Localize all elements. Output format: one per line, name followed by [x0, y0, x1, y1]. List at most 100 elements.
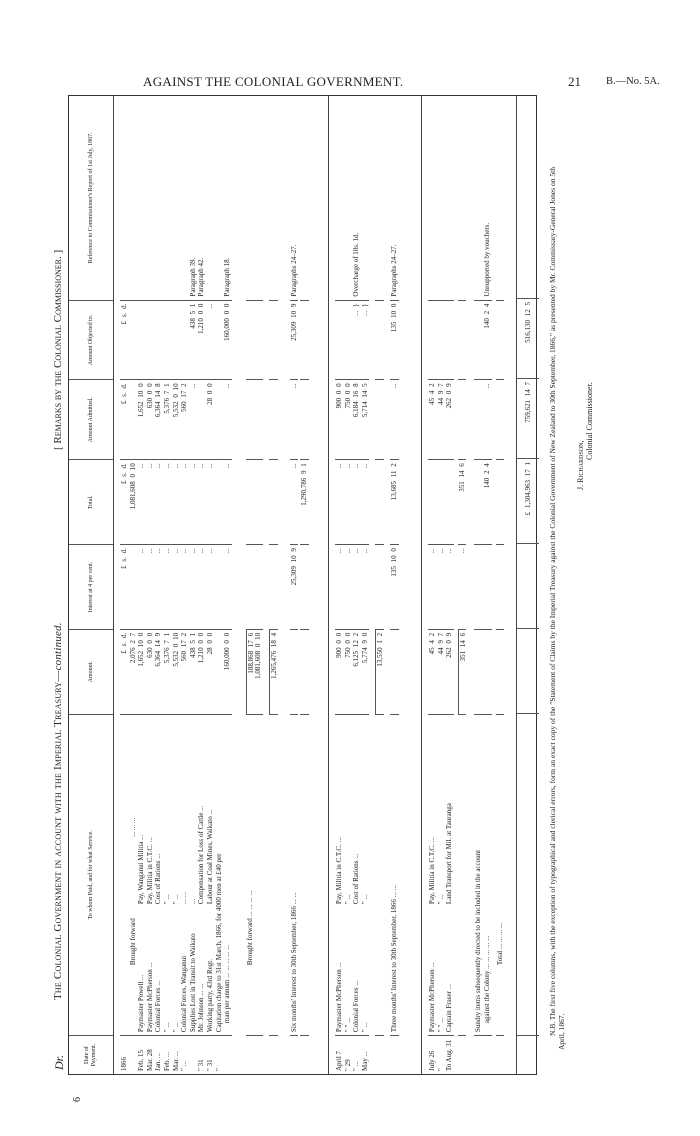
cell-admitted: 44 9 7	[436, 380, 446, 461]
cell-objected	[137, 300, 146, 381]
cell-total: 351 14 6	[457, 460, 467, 546]
cell-reference: Unsupported by vouchers.	[482, 96, 492, 301]
cell-total: ...	[180, 460, 189, 546]
table-row: Jan. ... Colonial Forces ... Cost of Ratio…	[154, 96, 163, 1074]
cell-admitted	[197, 380, 206, 461]
cell-amount: 1,265,476 18 4	[268, 629, 278, 715]
cell-date: " 29	[343, 1059, 352, 1071]
payee-text: " ...	[162, 1022, 171, 1033]
cell-amount: 750 0 0	[343, 629, 353, 715]
cell-date	[223, 1036, 232, 1074]
header-date: Date of Payment.	[84, 1043, 97, 1067]
cell-interest: ...	[180, 545, 189, 630]
cell-date: Mar. 28	[145, 1049, 154, 1071]
cell-amount: 45 4 2	[428, 629, 437, 715]
cell-objected: 160,000 0 0	[223, 300, 232, 381]
cell-amount: 160,000 0 0	[223, 629, 232, 715]
payee-text: Total ... ... ... ...	[495, 922, 504, 966]
cell-admitted: 630 0 0	[145, 380, 155, 461]
table-row: 1,265,476 18 4	[268, 96, 278, 1074]
cell-date: Mar. ...	[171, 1050, 180, 1071]
cell-objected	[436, 300, 446, 381]
cell-admitted: ...	[289, 380, 299, 461]
cell-total: ...	[223, 460, 232, 546]
cell-date	[375, 1036, 384, 1074]
cell-date: April 7	[335, 1050, 343, 1071]
table-row: Supplies Lost in Transit to Waikato... 43…	[188, 96, 198, 1074]
table-row: against the Colony ... ... ... ... ... 14…	[482, 96, 492, 1074]
payee-text: Paymaster Powell ...	[137, 974, 146, 1033]
cell-interest: ...	[457, 545, 467, 630]
cell-admitted: 5,376 7 1	[162, 380, 172, 461]
cell-payee: Paymaster McPherson ... Pay, Militia in C…	[335, 714, 344, 1037]
cell-interest	[245, 545, 255, 630]
table-row: Brought forward ... ... ... 2,076 2 7 1,081…	[128, 96, 138, 1074]
cell-total: ...	[154, 460, 163, 546]
cell-reference	[300, 96, 309, 301]
cell-date	[496, 1036, 505, 1074]
header-paid: To whom Paid, and for what Service.	[69, 714, 113, 1037]
cell-total: ...	[205, 460, 215, 546]
cell-payee: Capitation charge to 31st March, 1866, f…	[214, 714, 224, 1037]
cell-total: ...	[188, 460, 198, 546]
cell-admitted: 900 0 0	[335, 380, 344, 461]
payee-text: Brought forward ... ... ... ...	[245, 890, 254, 966]
grand-objected: 516,130 12 5	[517, 299, 539, 379]
cell-objected	[245, 300, 255, 381]
cell-date: " ...	[180, 1061, 189, 1071]
cell-reference	[128, 96, 138, 301]
cell-amount	[214, 629, 224, 715]
payee-text: Paymaster McPherson ...	[335, 962, 343, 1033]
header-reference: Reference to Commissioner's Report of 1s…	[69, 96, 113, 301]
cell-objected	[375, 300, 384, 381]
cell-interest: £ s. d.	[120, 545, 129, 630]
footnote: N.B. The first five columns, with the ex…	[548, 166, 566, 1050]
cell-payee: Colonial Forces ... Cost of Rations ...	[352, 714, 361, 1037]
header-interest: Interest at 4 per cent.	[69, 545, 113, 630]
cell-reference	[154, 96, 163, 301]
cell-objected	[162, 300, 172, 381]
cell-admitted: ...	[223, 380, 232, 461]
header-amount: Amount.	[69, 629, 113, 715]
cell-payee: Brought forward ... ... ...	[128, 714, 138, 1037]
cell-reference	[120, 96, 129, 301]
cell-total: ...	[197, 460, 206, 546]
cell-payee	[254, 714, 263, 1037]
table-row: " 29 " " ..." ... 750 0 0...... 750 0 0	[343, 96, 353, 1074]
payee-text: " ...	[171, 1022, 180, 1033]
cell-amount	[482, 629, 492, 715]
cell-objected	[495, 300, 505, 381]
cell-objected	[171, 300, 181, 381]
cell-admitted: ...	[188, 380, 198, 461]
cell-date: " 31	[205, 1059, 214, 1071]
cell-date: "	[436, 1068, 445, 1071]
cell-payee	[120, 714, 129, 1037]
empty-cell	[517, 714, 539, 1036]
cell-objected: ...	[205, 300, 215, 381]
payee-text: Three months' Interest to 30th September…	[389, 885, 398, 1033]
table-row: Feb. 15 Paymaster Powell ... Pay, Wanganui…	[137, 96, 146, 1074]
table-row: 1,081,608 0 10	[254, 96, 263, 1074]
cell-interest: ...	[145, 545, 155, 630]
cell-total: ...	[162, 460, 172, 546]
cell-amount: 44 9 7	[436, 629, 446, 715]
service-text: ... ... ...	[128, 817, 137, 838]
service-text: Pay, Militia in C.T.C. ...	[428, 837, 436, 905]
cell-payee: Working party, 43rd Regt. Labour at Coal …	[205, 714, 215, 1037]
cell-payee: Sundry items subsequently directed to be…	[474, 714, 483, 1037]
cell-date: " 31	[197, 1059, 206, 1071]
cell-interest: ...	[197, 545, 206, 630]
cell-payee: " ... " ...	[360, 714, 370, 1037]
cell-interest: ...	[428, 545, 437, 630]
cell-admitted: 1,652 10 0	[137, 380, 146, 461]
table-row: man per annum ... ... ... ... ... 160,000…	[223, 96, 232, 1074]
cell-interest: 135 10 0	[389, 545, 399, 630]
cell-total	[495, 460, 505, 546]
table-row: 351 14 6... 351 14 6	[457, 96, 467, 1074]
cell-payee	[268, 714, 278, 1037]
cell-total: ...	[171, 460, 181, 546]
cell-total: ...	[137, 460, 146, 546]
table-row: Mar. ... " ..." ... 5,532 0 10...... 5,532 …	[171, 96, 181, 1074]
page-number-top: 21	[568, 74, 581, 89]
account-title-main: The Colonial Government in account with …	[52, 670, 64, 1000]
